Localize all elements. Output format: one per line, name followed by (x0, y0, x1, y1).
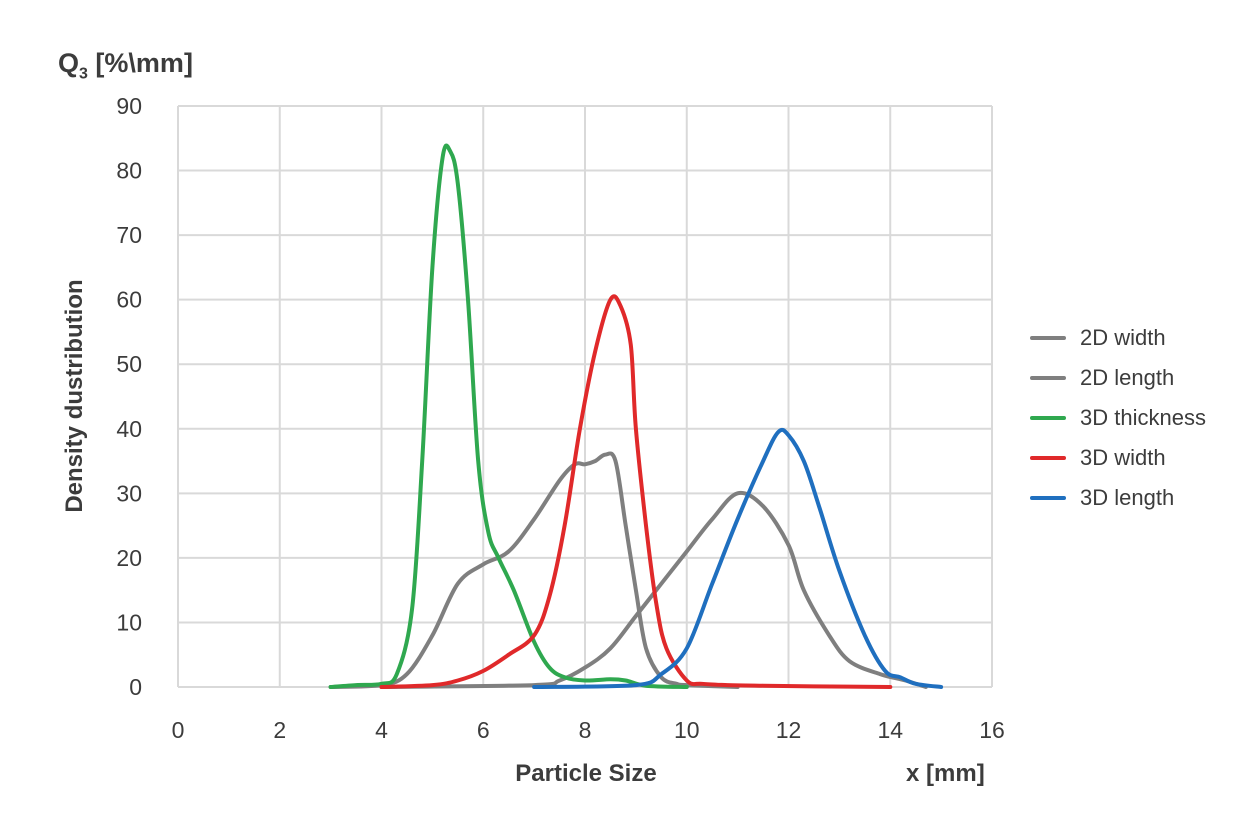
y-tick-label: 20 (116, 545, 142, 571)
series-line-3d-length (532, 427, 944, 689)
y-tick-label: 40 (116, 416, 142, 442)
y-tick-label: 30 (116, 480, 142, 506)
grid-lines (177, 105, 993, 688)
x-tick-label: 16 (979, 717, 1005, 743)
x-tick-label: 0 (172, 717, 185, 743)
legend-label: 3D thickness (1080, 405, 1206, 430)
series-line-2d-length (379, 490, 928, 689)
legend: 2D width 2D length 3D thickness 3D width… (1030, 318, 1206, 518)
y-tick-label: 10 (116, 609, 142, 635)
legend-swatch (1030, 456, 1066, 460)
series-lines (328, 143, 944, 689)
x-tick-label: 8 (579, 717, 592, 743)
y-tick-label: 90 (116, 93, 142, 119)
series-line-3d-thickness (328, 143, 689, 689)
legend-label: 3D length (1080, 485, 1175, 510)
x-tick-label: 10 (674, 717, 700, 743)
series-line-2d-width (328, 451, 740, 689)
x-tick-labels: 0 2 4 6 8 10 12 14 16 (172, 717, 1005, 743)
legend-item-3d-thickness: 3D thickness (1030, 398, 1206, 438)
legend-label: 3D width (1080, 445, 1166, 470)
y-unit-label: Q3 [%\mm] (58, 48, 193, 83)
y-tick-label: 60 (116, 287, 142, 313)
y-axis-title: Density dustribution (61, 279, 88, 513)
legend-label: 2D width (1080, 325, 1166, 350)
legend-item-3d-length: 3D length (1030, 478, 1206, 518)
legend-item-2d-width: 2D width (1030, 318, 1206, 358)
legend-item-2d-length: 2D length (1030, 358, 1206, 398)
series-line-3d-width (379, 294, 893, 689)
x-axis-unit: x [mm] (906, 760, 985, 787)
x-tick-label: 4 (375, 717, 388, 743)
legend-swatch (1030, 336, 1066, 340)
legend-swatch (1030, 496, 1066, 500)
legend-label: 2D length (1080, 365, 1175, 390)
x-tick-label: 12 (776, 717, 802, 743)
y-tick-label: 0 (129, 674, 142, 700)
legend-swatch (1030, 376, 1066, 380)
legend-swatch (1030, 416, 1066, 420)
x-tick-label: 6 (477, 717, 490, 743)
x-axis-title: Particle Size (515, 760, 657, 787)
x-tick-label: 14 (877, 717, 903, 743)
y-tick-label: 80 (116, 158, 142, 184)
y-tick-label: 50 (116, 351, 142, 377)
y-tick-labels: 0 10 20 30 40 50 60 70 80 90 (116, 93, 142, 700)
legend-item-3d-width: 3D width (1030, 438, 1206, 478)
x-tick-label: 2 (273, 717, 286, 743)
y-tick-label: 70 (116, 222, 142, 248)
